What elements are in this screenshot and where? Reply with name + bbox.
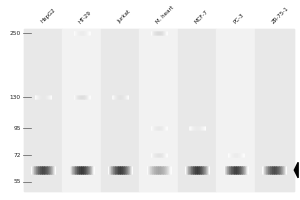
Text: HepG2: HepG2 <box>40 8 56 24</box>
Bar <box>140 29 178 191</box>
Text: 55: 55 <box>13 179 21 184</box>
Bar <box>24 29 62 191</box>
Bar <box>217 29 255 191</box>
Text: 130: 130 <box>10 95 21 100</box>
Bar <box>62 29 101 191</box>
Text: MCF-7: MCF-7 <box>194 9 209 24</box>
Bar <box>101 29 140 191</box>
Text: 250: 250 <box>10 31 21 36</box>
Text: PC-3: PC-3 <box>232 12 244 24</box>
Bar <box>255 29 293 191</box>
Bar <box>24 29 293 191</box>
Polygon shape <box>294 162 298 178</box>
Text: 95: 95 <box>13 126 21 131</box>
Text: 72: 72 <box>13 153 21 158</box>
Text: M. heart: M. heart <box>155 5 175 24</box>
Text: Jurkat: Jurkat <box>117 9 131 24</box>
Text: HT-29: HT-29 <box>78 10 93 24</box>
Text: ZR-75-1: ZR-75-1 <box>271 6 290 24</box>
Bar <box>178 29 217 191</box>
